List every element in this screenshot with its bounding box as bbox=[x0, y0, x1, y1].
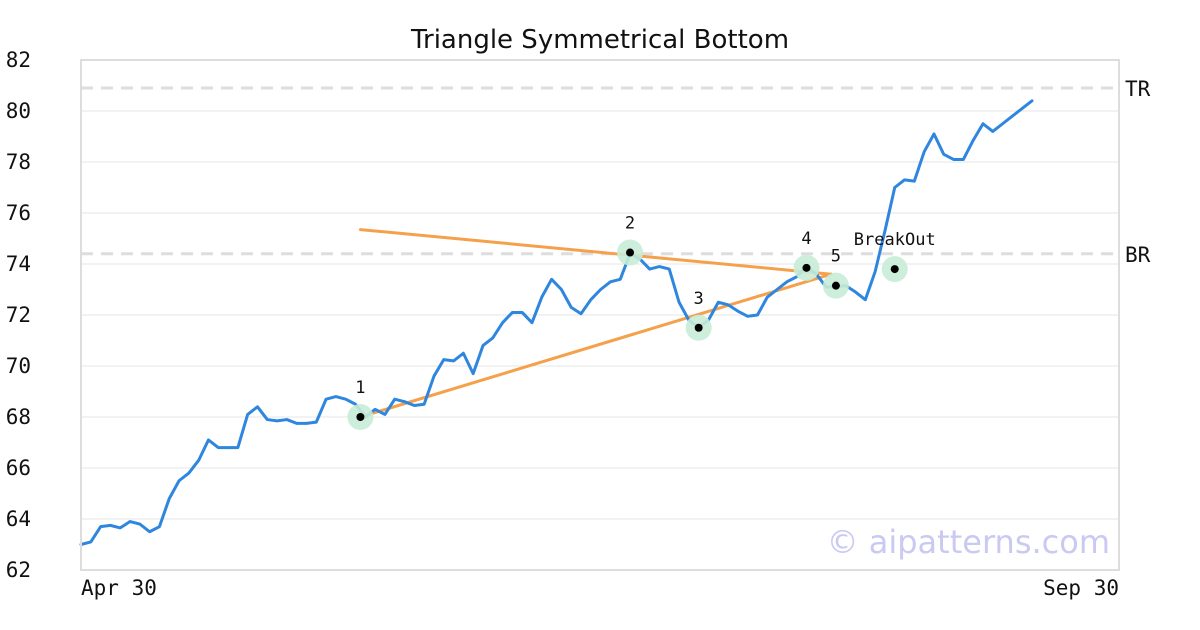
grid-layer bbox=[81, 110, 1119, 520]
y-tick-label: 74 bbox=[6, 252, 31, 276]
trend-lines-layer bbox=[358, 228, 833, 419]
point-label-1: 1 bbox=[355, 378, 365, 398]
point-label-2: 2 bbox=[625, 214, 635, 234]
chart-title: Triangle Symmetrical Bottom bbox=[410, 25, 789, 55]
series-layer bbox=[79, 99, 1034, 546]
point-label-3: 3 bbox=[694, 289, 704, 309]
y-tick-label: 82 bbox=[6, 48, 31, 72]
y-tick-label: 66 bbox=[6, 456, 31, 480]
point-marker-4 bbox=[802, 263, 811, 272]
x-end-label: Sep 30 bbox=[1043, 576, 1119, 600]
point-marker-breakout bbox=[890, 265, 899, 274]
y-tick-label: 78 bbox=[6, 150, 31, 174]
y-tick-label: 76 bbox=[6, 201, 31, 225]
price-series-line bbox=[79, 99, 1034, 546]
reference-label-br: BR bbox=[1125, 243, 1151, 267]
point-marker-3 bbox=[694, 323, 703, 332]
x-start-label: Apr 30 bbox=[81, 576, 157, 600]
reference-lines-layer: TR BR bbox=[81, 77, 1151, 267]
point-label-breakout: BreakOut bbox=[854, 230, 936, 250]
point-marker-5 bbox=[831, 281, 840, 290]
trend-line-2 bbox=[358, 272, 833, 419]
watermark: © aipatterns.com bbox=[827, 523, 1110, 561]
trend-line-1 bbox=[358, 228, 833, 276]
plot-frame bbox=[80, 59, 1120, 571]
y-axis: 62 64 66 68 70 72 74 76 78 80 82 bbox=[6, 48, 31, 582]
points-layer: 1 2 3 45 BreakOut bbox=[347, 214, 936, 430]
point-marker-1 bbox=[356, 413, 365, 421]
y-tick-label: 72 bbox=[6, 303, 31, 327]
y-tick-label: 62 bbox=[6, 558, 31, 582]
y-tick-label: 68 bbox=[6, 405, 31, 429]
y-tick-label: 80 bbox=[6, 99, 31, 123]
y-tick-label: 64 bbox=[6, 507, 31, 531]
reference-label-tr: TR bbox=[1125, 77, 1151, 101]
y-tick-label: 70 bbox=[6, 354, 31, 378]
point-marker-2 bbox=[626, 248, 635, 257]
point-label-5: 5 bbox=[831, 247, 841, 267]
point-label-4: 4 bbox=[801, 229, 811, 249]
